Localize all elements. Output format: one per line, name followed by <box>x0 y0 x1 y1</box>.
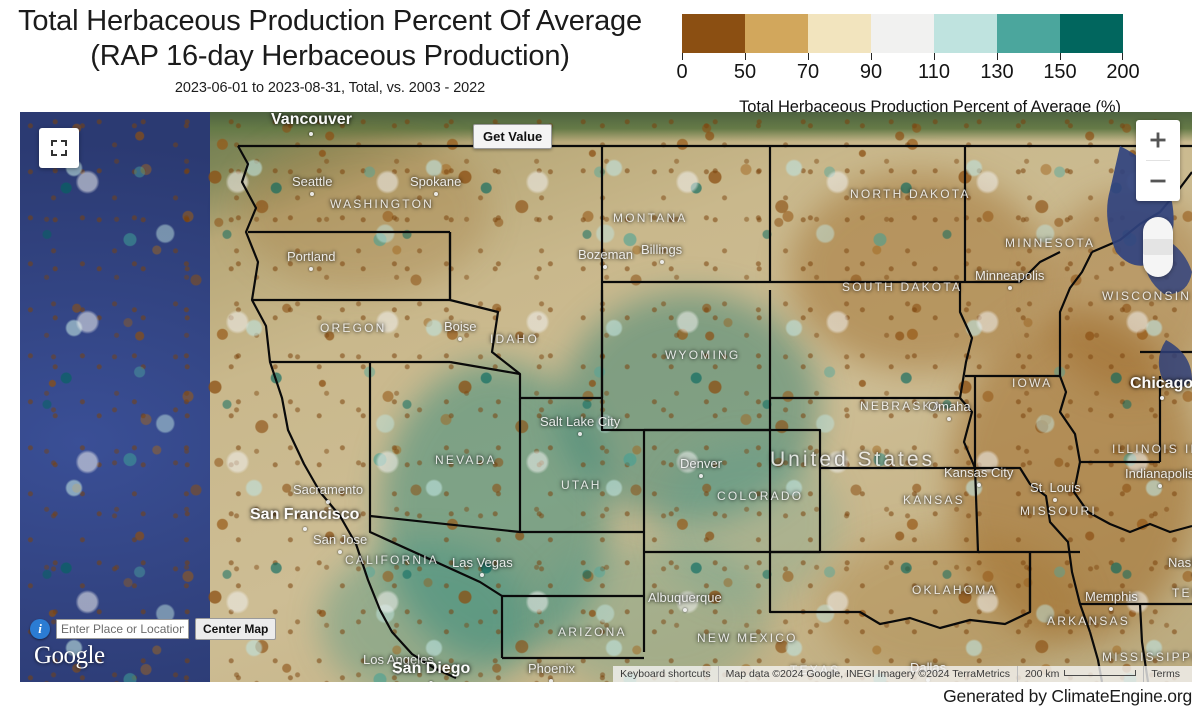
colorbar-tick-0 <box>682 53 683 60</box>
colorbar-wrap: 0 50 70 90 110 130 150 200 <box>676 14 1140 87</box>
place-search-input[interactable] <box>56 619 189 639</box>
map-attribution-bar: Keyboard shortcuts Map data ©2024 Google… <box>613 666 1192 682</box>
get-value-button[interactable]: Get Value <box>473 124 553 149</box>
colorbar-tick-150 <box>1060 53 1061 60</box>
keyboard-shortcuts-link[interactable]: Keyboard shortcuts <box>620 668 711 680</box>
colorbar-ticks <box>682 53 1123 61</box>
center-map-button[interactable]: Center Map <box>195 618 277 640</box>
street-view-pegman-control[interactable] <box>1143 217 1173 277</box>
colorbar-tick-label-150: 150 <box>1043 61 1077 83</box>
colorbar-axis-label: Total Herbaceous Production Percent of A… <box>739 98 1121 116</box>
google-logo: Google <box>34 642 105 669</box>
colorbar-tick-110 <box>934 53 935 60</box>
colorbar-tick-label-90: 90 <box>859 61 883 83</box>
colorbar-tick-label-0: 0 <box>676 61 688 83</box>
colorbar-segment-1 <box>745 14 808 53</box>
page-subtitle: 2023-06-01 to 2023-08-31, Total, vs. 200… <box>174 79 486 96</box>
colorbar-gradient <box>682 14 1123 53</box>
colorbar-segment-6 <box>1060 14 1123 53</box>
zoom-out-button[interactable] <box>1136 161 1180 201</box>
map-scale: 200 km <box>1016 666 1143 682</box>
title-block: Total Herbaceous Production Percent Of A… <box>0 4 660 96</box>
pegman-icon <box>1143 239 1173 255</box>
plus-icon <box>1150 132 1166 148</box>
zoom-controls[interactable] <box>1136 120 1180 201</box>
canada-forest-band <box>210 112 1192 142</box>
page-title: Total Herbaceous Production Percent Of A… <box>18 5 642 73</box>
zoom-in-button[interactable] <box>1136 120 1180 160</box>
colorbar-tick-label-200: 200 <box>1106 61 1140 83</box>
header: Total Herbaceous Production Percent Of A… <box>0 0 1200 116</box>
expand-icon <box>51 140 67 156</box>
map-viewport[interactable]: United States WASHINGTON OREGON IDAHO MONTAN… <box>20 112 1192 682</box>
map-data-attribution: Map data ©2024 Google, INEGI Imagery ©20… <box>717 666 1017 682</box>
colorbar-segment-3 <box>871 14 934 53</box>
colorbar-segment-0 <box>682 14 745 53</box>
colorbar-tick-label-50: 50 <box>733 61 757 83</box>
colorbar-tick-50 <box>745 53 746 60</box>
colorbar-tick-70 <box>808 53 809 60</box>
land-layer <box>210 112 1192 682</box>
colorbar-legend: 0 50 70 90 110 130 150 200 Total Herbaceous Pro… <box>660 14 1200 116</box>
colorbar-tick-200 <box>1122 53 1123 60</box>
colorbar-tick-label-130: 130 <box>980 61 1014 83</box>
colorbar-tick-label-70: 70 <box>796 61 820 83</box>
info-icon[interactable]: i <box>30 619 50 639</box>
generated-by-credit: Generated by ClimateEngine.org <box>943 686 1192 706</box>
terms-link[interactable]: Terms <box>1143 666 1187 682</box>
colorbar-tick-labels: 0 50 70 90 110 130 150 200 <box>676 61 1139 87</box>
colorbar-tick-90 <box>871 53 872 60</box>
scale-bar-graphic <box>1064 670 1137 676</box>
colorbar-segment-4 <box>934 14 997 53</box>
map-scale-label: 200 km <box>1024 668 1060 680</box>
colorbar-tick-label-110: 110 <box>918 61 950 83</box>
location-search-bar[interactable]: i Center Map <box>30 618 277 640</box>
minus-icon <box>1150 179 1166 183</box>
colorbar-segment-2 <box>808 14 871 53</box>
map-canvas[interactable]: United States WASHINGTON OREGON IDAHO MONTAN… <box>20 112 1192 682</box>
colorbar-tick-130 <box>997 53 998 60</box>
zoom-divider <box>1146 160 1170 161</box>
colorbar-segment-5 <box>997 14 1060 53</box>
fullscreen-button[interactable] <box>39 128 79 168</box>
